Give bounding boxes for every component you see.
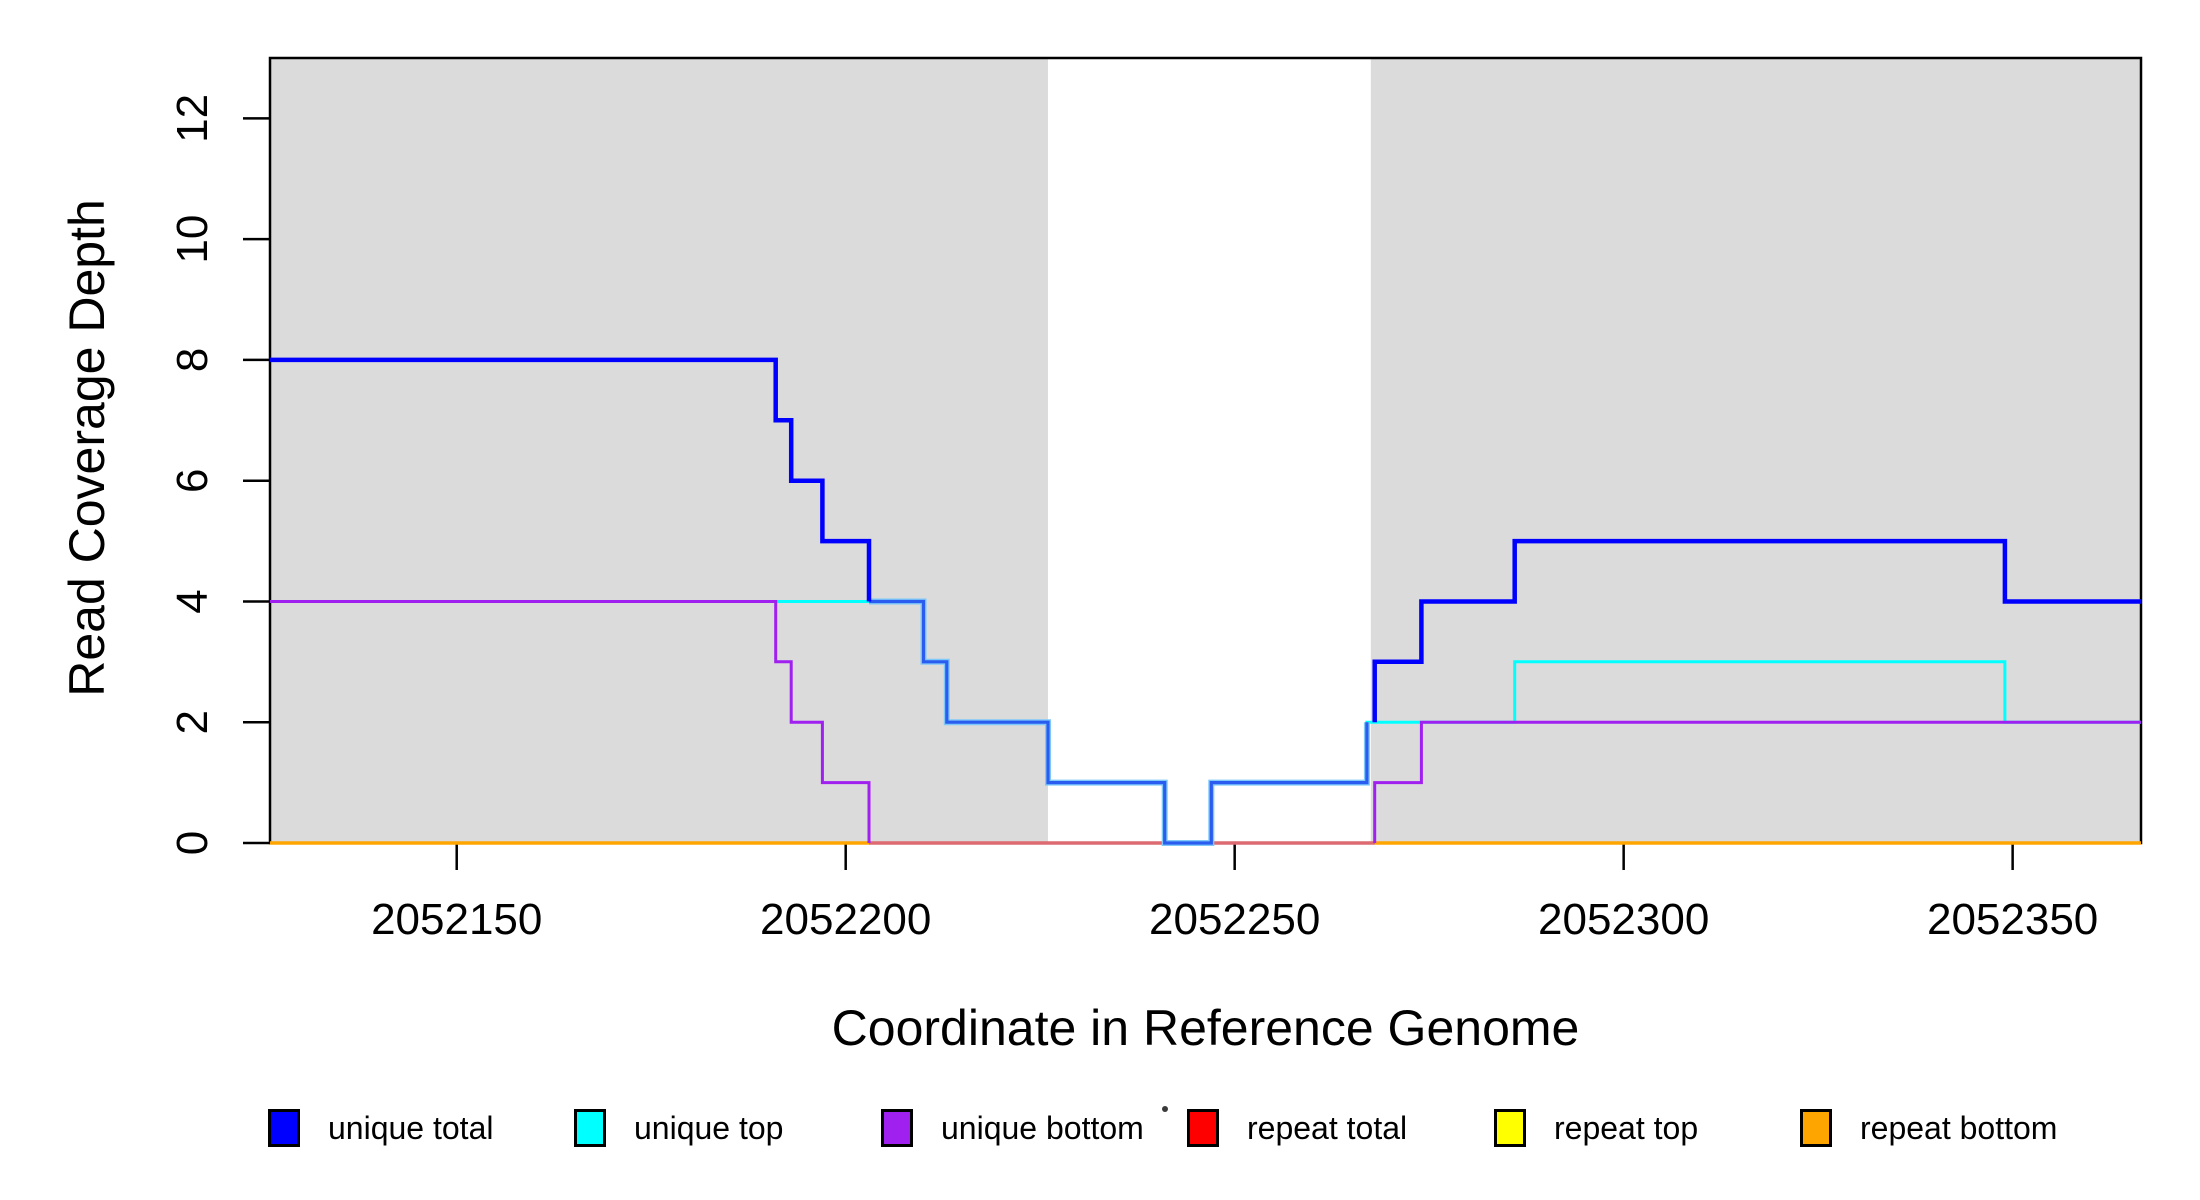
- repeat-region-shading: [270, 58, 1048, 843]
- series-line-unique-bottom: [1373, 720, 2141, 843]
- y-axis-title: Read Coverage Depth: [59, 199, 115, 697]
- series-line-unique-total: [1372, 538, 2141, 723]
- x-tick-label: 2052150: [371, 895, 542, 944]
- x-tick-label: 2052300: [1538, 895, 1709, 944]
- y-tick-label: 0: [168, 831, 217, 855]
- y-tick-label: 6: [168, 468, 217, 492]
- y-tick-label: 4: [168, 589, 217, 613]
- y-tick-label: 2: [168, 710, 217, 734]
- series-line-unique-bottom: [270, 600, 871, 843]
- x-axis-title: Coordinate in Reference Genome: [831, 1000, 1580, 1056]
- series-line-unique-total: [270, 357, 872, 602]
- x-tick-label: 2052250: [1149, 895, 1320, 944]
- y-tick-label: 10: [168, 215, 217, 264]
- x-tick-label: 2052200: [760, 895, 931, 944]
- repeat-region-shading: [1370, 58, 2141, 843]
- x-tick-label: 2052350: [1927, 895, 2098, 944]
- y-tick-label: 12: [168, 94, 217, 143]
- stray-dot: [1162, 1106, 1168, 1112]
- y-tick-label: 8: [168, 348, 217, 372]
- series-line-unique-total: [869, 599, 1369, 845]
